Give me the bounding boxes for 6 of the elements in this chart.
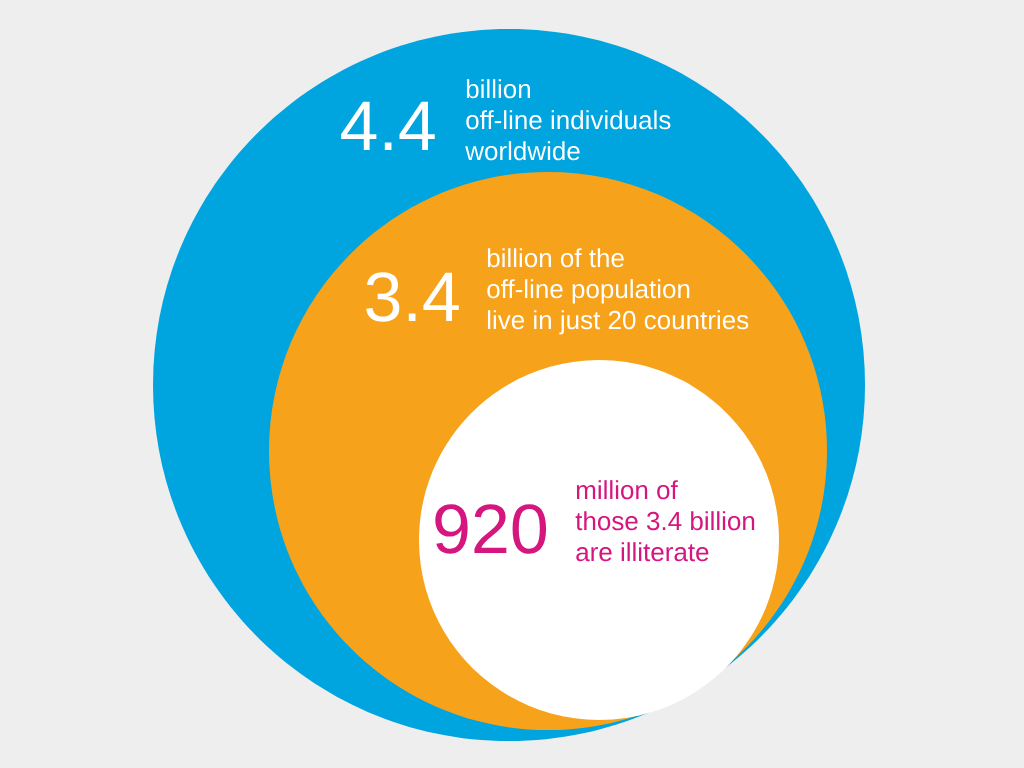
- category-label: billion of the off-line population live in just 20 countries: [487, 248, 749, 335]
- category-label: billion off-line individuals worldwide: [465, 79, 671, 161]
- category-label: million of those 3.4 billion are illiterate: [575, 480, 755, 562]
- data-label: 3.4: [366, 272, 459, 322]
- data-label: 4.4: [341, 101, 435, 150]
- data-label: 920: [435, 504, 547, 554]
